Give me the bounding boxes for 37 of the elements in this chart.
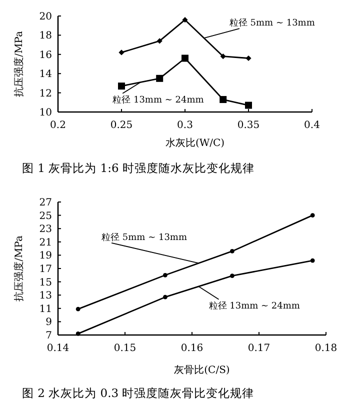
text: 粒径 5mm ~ 13mm (102, 232, 188, 243)
legend-label: 粒径 13mm ~ 24mm (208, 300, 300, 312)
x-tick-label: 0.35 (237, 120, 260, 131)
y-tick-label: 7 (46, 330, 52, 342)
x-tick-label: 0.18 (314, 343, 338, 354)
legend-label: 粒径 13mm ~ 24mm (112, 94, 204, 106)
y-tick-label: 17 (39, 264, 52, 275)
x-tick-label: 0.15 (114, 343, 136, 354)
text: 图 2 水灰比为 0.3 时强度随灰骨比变化规律 (22, 386, 254, 400)
x-tick-label: 0.2 (50, 120, 66, 131)
y-tick-label: 23 (39, 224, 52, 236)
x-tick-label: 0.4 (304, 120, 320, 131)
y-tick-label: 16 (39, 50, 52, 61)
text: 粒径 5mm ~ 13mm (229, 18, 316, 29)
y-tick-label: 25 (39, 210, 52, 222)
y-tick-label: 27 (39, 198, 52, 208)
y-tick-label: 19 (39, 250, 52, 262)
text: 图 1 灰骨比为 1:6 时强度随水灰比变化规律 (22, 161, 254, 175)
x-tick-label: 0.14 (46, 343, 70, 354)
y-tick-label: 15 (39, 277, 52, 288)
x-tick-label: 0.17 (248, 343, 270, 354)
y-tick-label: 21 (39, 237, 52, 248)
y-tick-label: 11 (39, 304, 52, 315)
y-tick-label: 9 (46, 317, 52, 328)
y-tick-label: 12 (39, 88, 52, 100)
y-tick-label: 14 (39, 69, 52, 80)
x-tick-label: 0.3 (177, 120, 193, 131)
x-axis-title: 灰骨比(C/S) (174, 364, 230, 376)
y-tick-label: 10 (39, 108, 52, 118)
y-tick-label: 13 (39, 290, 52, 302)
x-axis-title: 水灰比(W/C) (165, 137, 225, 149)
y-tick-label: 20 (39, 12, 52, 22)
x-tick-label: 0.16 (180, 343, 204, 354)
x-tick-label: 0.25 (110, 120, 133, 131)
y-axis-title: 抗压强度/MPa (13, 31, 25, 97)
y-axis-title: 抗压强度/MPa (13, 236, 25, 302)
y-tick-label: 18 (39, 30, 52, 42)
